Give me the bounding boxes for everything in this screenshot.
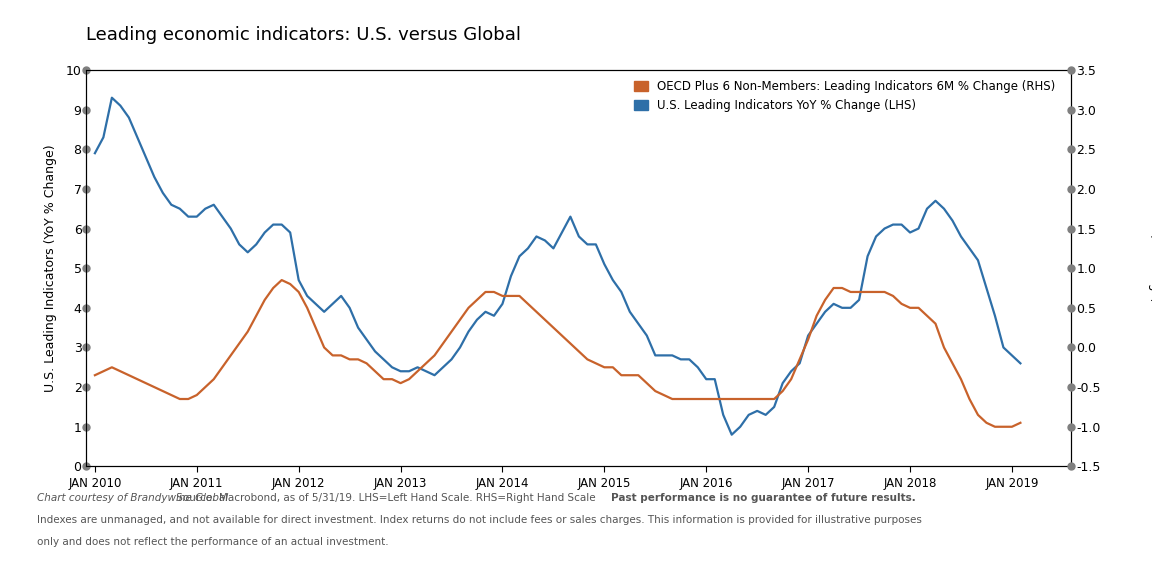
Y-axis label: U.S. Leading Indicators (YoY % Change): U.S. Leading Indicators (YoY % Change) [44,145,58,392]
Text: Source: Macrobond, as of 5/31/19. LHS=Left Hand Scale. RHS=Right Hand Scale: Source: Macrobond, as of 5/31/19. LHS=Le… [173,493,599,503]
Text: Chart courtesy of Brandywine Global.: Chart courtesy of Brandywine Global. [37,493,232,503]
Legend: OECD Plus 6 Non-Members: Leading Indicators 6M % Change (RHS), U.S. Leading Indi: OECD Plus 6 Non-Members: Leading Indicat… [634,80,1055,112]
Text: Leading economic indicators: U.S. versus Global: Leading economic indicators: U.S. versus… [86,26,522,44]
Text: Past performance is no guarantee of future results.: Past performance is no guarantee of futu… [611,493,916,503]
Text: only and does not reflect the performance of an actual investment.: only and does not reflect the performanc… [37,537,388,547]
Text: Indexes are unmanaged, and not available for direct investment. Index returns do: Indexes are unmanaged, and not available… [37,515,922,525]
Y-axis label: OECD Plus 6 Non-Members:
Leading Indicators 6M
(% Change): OECD Plus 6 Non-Members: Leading Indicat… [1149,187,1152,350]
